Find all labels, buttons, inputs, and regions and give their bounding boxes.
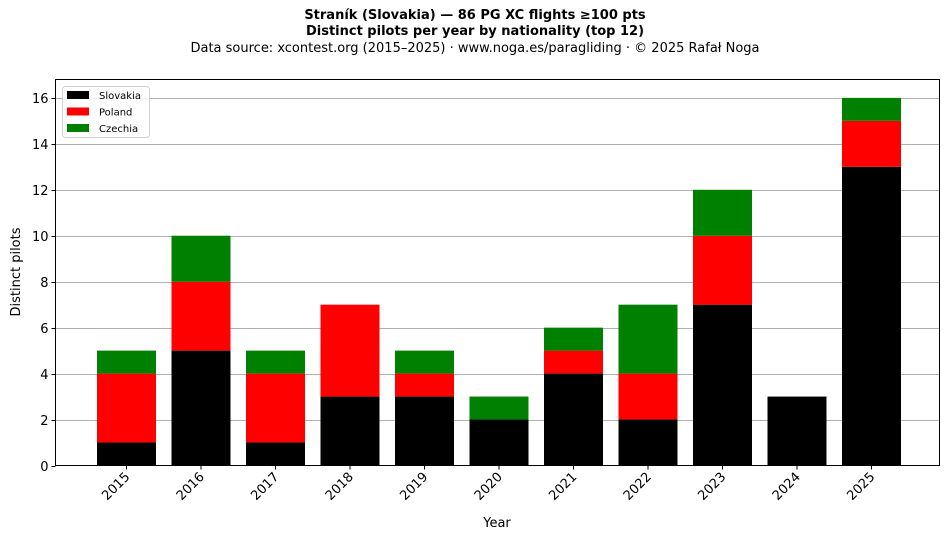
bar-slovakia-2023	[693, 304, 752, 466]
bar-czechia-2016	[171, 235, 231, 282]
bar-czechia-2021	[544, 327, 603, 351]
y-tick-label: 12	[32, 184, 49, 199]
legend-label-poland: Poland	[99, 108, 132, 119]
plot-frame	[55, 79, 940, 466]
y-tick-label: 14	[32, 138, 49, 153]
bar-slovakia-2019	[395, 396, 454, 466]
legend-swatch-slovakia	[67, 91, 89, 99]
x-tick-label: 2017	[248, 470, 282, 504]
x-axis-label: Year	[482, 516, 511, 531]
chart-subtitle: Distinct pilots per year by nationality …	[305, 24, 645, 39]
data-source-note: Data source: xcontest.org (2015–2025) · …	[190, 41, 760, 56]
chart-titles: Straník (Slovakia) — 86 PG XC flights ≥1…	[0, 8, 950, 58]
x-tick-label: 2023	[695, 470, 729, 504]
x-tick-label: 2022	[621, 470, 655, 504]
x-tick-label: 2018	[323, 470, 357, 504]
bar-czechia-2019	[395, 350, 454, 374]
legend-swatch-czechia	[67, 124, 89, 132]
x-axis: 2015 2016 2017 2018 2019 2020 2021 2022 2023 2024…	[99, 465, 878, 504]
y-tick-label: 16	[32, 92, 49, 107]
y-tick-label: 10	[32, 230, 49, 245]
bar-slovakia-2020	[469, 419, 529, 466]
x-tick-label: 2016	[174, 470, 208, 504]
bar-czechia-2020	[469, 396, 529, 420]
bar-czechia-2022	[618, 304, 678, 374]
x-tick-label: 2025	[844, 470, 878, 504]
bar-czechia-2025	[842, 97, 901, 121]
legend: Slovakia Poland Czechia	[62, 86, 150, 138]
y-axis: 0 2 4 6 8 10 12 14 16	[32, 92, 56, 475]
bar-slovakia-2018	[320, 396, 380, 466]
bar-poland-2022	[618, 373, 678, 420]
x-tick-label: 2015	[99, 470, 133, 504]
x-tick-label: 2024	[770, 470, 804, 504]
bar-poland-2025	[842, 120, 901, 167]
bar-czechia-2023	[693, 189, 752, 236]
bar-slovakia-2017	[246, 442, 305, 466]
bar-slovakia-2022	[618, 419, 678, 466]
x-tick-label: 2019	[397, 470, 431, 504]
y-tick-label: 4	[40, 368, 48, 383]
bar-slovakia-2024	[767, 396, 827, 466]
bar-poland-2023	[693, 235, 752, 305]
y-axis-label: Distinct pilots	[9, 227, 24, 316]
chart-title: Straník (Slovakia) — 86 PG XC flights ≥1…	[304, 8, 646, 23]
bar-poland-2019	[395, 373, 454, 397]
bar-slovakia-2015	[97, 442, 156, 466]
legend-label-czechia: Czechia	[99, 124, 138, 135]
y-tick-label: 8	[40, 276, 48, 291]
x-tick-label: 2020	[472, 470, 506, 504]
legend-label-slovakia: Slovakia	[99, 91, 141, 102]
bars	[97, 97, 901, 466]
bar-slovakia-2025	[842, 166, 901, 466]
bar-poland-2017	[246, 373, 305, 443]
x-tick-label: 2021	[546, 470, 580, 504]
bar-poland-2015	[97, 373, 156, 443]
bar-poland-2018	[320, 304, 380, 397]
y-tick-label: 2	[40, 414, 48, 429]
y-tick-label: 0	[40, 460, 48, 475]
bar-slovakia-2016	[171, 350, 231, 466]
y-tick-label: 6	[40, 322, 48, 337]
bar-slovakia-2021	[544, 373, 603, 466]
bar-czechia-2017	[246, 350, 305, 374]
bar-poland-2021	[544, 350, 603, 374]
bar-poland-2016	[171, 281, 231, 351]
bar-czechia-2015	[97, 350, 156, 374]
legend-swatch-poland	[67, 107, 89, 116]
